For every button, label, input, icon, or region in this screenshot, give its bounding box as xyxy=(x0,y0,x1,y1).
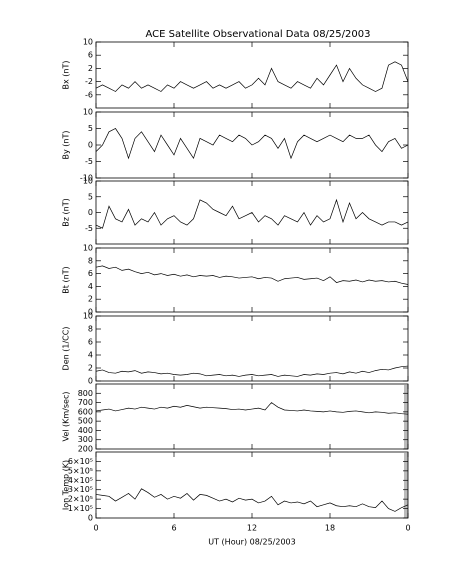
data-line xyxy=(95,365,409,377)
panel-frame xyxy=(95,41,409,109)
y-tick-label: 1×10⁵ xyxy=(68,504,93,513)
data-line xyxy=(95,61,409,92)
y-tick-label: 400 xyxy=(78,426,93,435)
x-tick-label: 18 xyxy=(325,524,335,533)
y-tick-label: -2 xyxy=(85,77,93,86)
y-tick-label: 0 xyxy=(88,377,93,386)
y-tick-label: 5×10⁵ xyxy=(68,466,93,475)
y-tick-label: 5 xyxy=(88,124,93,133)
y-tick-label: 10 xyxy=(83,312,93,321)
y-tick-label: 6 xyxy=(88,338,93,347)
y-tick-label: 0 xyxy=(88,141,93,150)
panel-frame xyxy=(95,247,409,313)
y-tick-label: 6×10⁵ xyxy=(68,457,93,466)
y-axis-label: Bt (nT) xyxy=(62,266,71,293)
y-tick-label: 10 xyxy=(83,177,93,186)
y-tick-label: 200 xyxy=(78,445,93,454)
y-axis-label: Den (1/CC) xyxy=(62,327,71,371)
y-tick-label: 10 xyxy=(83,108,93,117)
y-axis-label: By (nT) xyxy=(62,131,71,160)
y-tick-label: 0 xyxy=(88,308,93,317)
y-tick-label: 3×10⁵ xyxy=(68,485,93,494)
y-tick-label: -5 xyxy=(85,224,93,233)
y-axis-label: Bz (nT) xyxy=(62,198,71,226)
x-tick-label: 0 xyxy=(405,524,410,533)
data-gap-shade xyxy=(404,385,408,449)
y-axis-label: Ion Temp (K) xyxy=(62,460,71,510)
x-axis-label: UT (Hour) 08/25/2003 xyxy=(208,538,295,547)
y-axis-label: Bx (nT) xyxy=(62,61,71,90)
y-tick-label: 10 xyxy=(83,244,93,253)
y-tick-label: 600 xyxy=(78,407,93,416)
y-tick-label: 0 xyxy=(88,208,93,217)
panel-frame xyxy=(95,315,409,382)
y-tick-label: 500 xyxy=(78,417,93,426)
y-tick-label: 0 xyxy=(88,514,93,523)
data-line xyxy=(95,265,409,285)
y-tick-label: -5 xyxy=(85,157,93,166)
x-tick-label: 6 xyxy=(171,524,176,533)
y-tick-label: 6 xyxy=(88,269,93,278)
y-tick-label: 8 xyxy=(88,325,93,334)
y-tick-label: 4 xyxy=(88,282,93,291)
y-tick-label: -10 xyxy=(80,174,93,183)
data-line xyxy=(95,128,409,160)
y-tick-label: 800 xyxy=(78,389,93,398)
y-tick-label: 4 xyxy=(88,351,93,360)
y-tick-label: -6 xyxy=(85,90,93,99)
x-tick-label: 12 xyxy=(247,524,257,533)
y-tick-label: 4×10⁵ xyxy=(68,476,93,485)
y-tick-label: 8 xyxy=(88,256,93,265)
chart-title: ACE Satellite Observational Data 08/25/2… xyxy=(146,29,371,40)
y-tick-label: 5 xyxy=(88,192,93,201)
y-tick-label: 700 xyxy=(78,398,93,407)
data-gap-shade xyxy=(404,453,408,518)
x-tick-label: 0 xyxy=(93,524,98,533)
y-tick-label: 10 xyxy=(83,38,93,47)
panel-frame xyxy=(95,383,409,450)
y-axis-label: Vel (Km/sec) xyxy=(62,391,71,441)
y-tick-label: 6 xyxy=(88,51,93,60)
data-line xyxy=(95,402,409,415)
y-tick-label: 300 xyxy=(78,435,93,444)
y-tick-label: 2 xyxy=(88,64,93,73)
data-line xyxy=(95,198,409,229)
y-tick-label: 2 xyxy=(88,364,93,373)
panel-frame xyxy=(95,451,409,519)
data-line xyxy=(95,488,409,512)
y-tick-label: 2 xyxy=(88,295,93,304)
y-tick-label: 2×10⁵ xyxy=(68,495,93,504)
